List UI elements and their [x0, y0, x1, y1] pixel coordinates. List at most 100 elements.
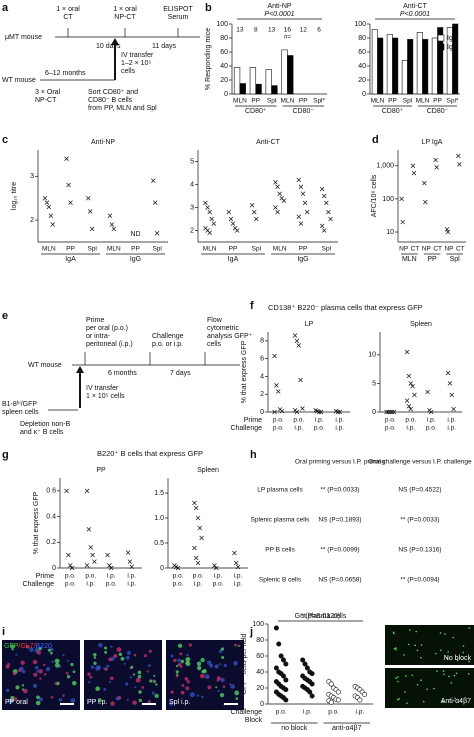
data-point	[195, 560, 201, 566]
x-tick-label: Spl*	[313, 98, 325, 105]
cell-dot	[426, 688, 428, 691]
n-prefix: n=	[284, 35, 291, 41]
data-point	[233, 560, 239, 566]
x-tick-label: i.p.	[303, 709, 312, 716]
n-label: 13	[268, 27, 276, 34]
cell-dot	[43, 672, 47, 676]
cell-dot	[108, 680, 112, 684]
x-tick-label: Spl	[87, 246, 97, 253]
data-point	[391, 409, 397, 415]
cell-dot	[407, 643, 410, 646]
cell-dot	[416, 649, 419, 652]
cell-dot	[179, 652, 183, 656]
data-point	[84, 563, 90, 568]
data-point	[199, 535, 204, 541]
cell-dot	[189, 692, 195, 698]
data-point	[212, 563, 217, 568]
cell-dot	[12, 672, 17, 676]
chart-title: LP	[305, 321, 314, 328]
cell-dot	[188, 643, 192, 647]
cell-dot	[456, 659, 459, 662]
chart-subtitle: P<0.0001	[264, 11, 294, 18]
cell-dot	[411, 674, 414, 677]
x-tick-label: CT	[433, 246, 442, 253]
data-point	[423, 199, 428, 205]
data-point	[280, 673, 286, 679]
y-axis-label: % that express GFP	[241, 340, 248, 403]
y-tick-label: 40	[220, 63, 228, 70]
diagram-text: Flow	[207, 317, 223, 324]
cell-dot	[116, 647, 122, 652]
cell-dot	[218, 649, 223, 653]
cell-dot	[38, 647, 42, 651]
y-tick-label: 20	[256, 685, 264, 692]
y-tick-label: 2	[190, 227, 194, 234]
data-point	[404, 349, 410, 355]
legend-swatch	[437, 34, 445, 42]
data-point	[296, 214, 302, 219]
data-point	[88, 545, 93, 550]
x-tick-label: MLN	[107, 246, 121, 253]
cell-dot	[87, 672, 91, 676]
diagram-text: IV transfer	[121, 52, 154, 59]
diagram-text: 7 days	[170, 370, 191, 377]
cell-dot	[397, 680, 399, 683]
data-point	[296, 343, 301, 348]
cell-dot	[93, 656, 97, 659]
cell-dot	[15, 685, 20, 690]
group-label: IgG	[130, 256, 141, 263]
group-label: anti-α4β7	[332, 725, 362, 732]
cell-dot	[5, 664, 10, 669]
y-tick-label: 0	[160, 565, 164, 572]
cell-dot	[113, 654, 118, 659]
cell-dot	[110, 701, 115, 706]
diagram-text: Serum	[168, 14, 189, 21]
cell-dot	[409, 629, 411, 631]
data-point	[294, 338, 300, 344]
bar	[377, 37, 384, 95]
table-cell: ** (P=0.0033)	[400, 517, 439, 524]
cell-dot	[51, 660, 54, 664]
table-cell: LP plasma cells	[257, 487, 303, 494]
x-tick-label: NP	[444, 246, 453, 253]
y-tick-label: 60	[220, 49, 228, 56]
data-point	[298, 221, 304, 226]
diagram-text: from PP, MLN and Spl	[88, 105, 157, 112]
diagram-text: CD80⁻ B cells	[88, 97, 133, 104]
cell-dot	[125, 682, 129, 686]
x-tick-label: PP	[66, 246, 75, 253]
cell-dot	[439, 632, 442, 634]
x-tick-label: p.o.	[273, 417, 284, 424]
data-point	[278, 653, 284, 659]
data-point	[152, 200, 158, 205]
data-point	[66, 182, 71, 188]
diagram-text: spleen cells	[2, 409, 39, 416]
cell-dot	[455, 672, 458, 675]
cell-dot	[15, 653, 18, 656]
diagram-text: 6–12 months	[45, 70, 86, 77]
data-point	[319, 186, 325, 192]
data-point	[411, 170, 417, 176]
cell-dot	[395, 677, 397, 680]
y-tick-label: 60	[256, 653, 264, 660]
data-point	[273, 665, 279, 671]
cell-dot	[450, 682, 453, 684]
data-point	[318, 409, 324, 415]
cell-dot	[176, 673, 179, 676]
cell-dot	[446, 656, 448, 659]
data-point	[213, 565, 219, 571]
cell-dot	[214, 664, 219, 669]
cell-dot	[55, 681, 60, 686]
x-tick-label: Spl	[252, 246, 262, 253]
data-point	[192, 545, 197, 551]
group-label: PP	[427, 256, 437, 263]
data-point	[86, 527, 92, 532]
bar	[233, 67, 241, 95]
n-label: 13	[236, 27, 244, 34]
data-point	[429, 409, 434, 415]
cell-dot	[138, 698, 142, 703]
cell-dot	[13, 696, 18, 701]
n-label: 12	[300, 27, 308, 34]
scale-bar	[60, 703, 74, 705]
data-point	[410, 163, 416, 169]
